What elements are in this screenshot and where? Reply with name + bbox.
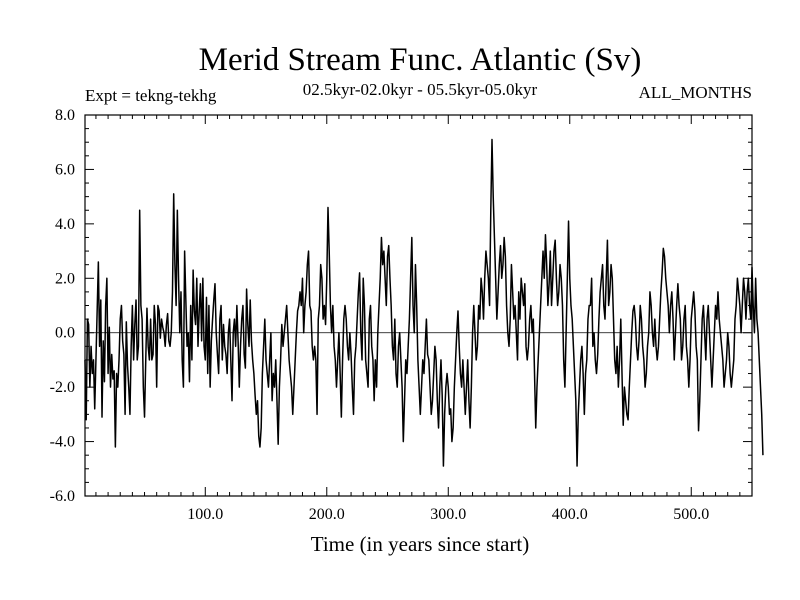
plot-area: [84, 114, 764, 497]
y-axis: -6.0 -4.0 -2.0 0.0 2.0 4.0 6.0 8.0: [50, 107, 752, 505]
chart-subtitle-center: 02.5kyr-02.0kyr - 05.5kyr-05.0kyr: [303, 80, 538, 99]
x-tick-label: 200.0: [309, 506, 345, 523]
y-tick-label: 8.0: [55, 107, 75, 124]
x-tick-label: 300.0: [430, 506, 466, 523]
x-tick-label: 100.0: [187, 506, 223, 523]
chart-title: Merid Stream Func. Atlantic (Sv): [199, 42, 642, 78]
chart-subtitle-right: ALL_MONTHS: [639, 83, 752, 102]
y-tick-label: -6.0: [50, 488, 75, 505]
series-line: [84, 138, 764, 467]
y-tick-label: 0.0: [55, 325, 75, 342]
y-tick-label: -4.0: [50, 434, 75, 451]
y-tick-label: 4.0: [55, 216, 75, 233]
x-tick-label: 400.0: [552, 506, 588, 523]
chart-subtitle-left: Expt = tekng-tekhg: [85, 86, 217, 105]
y-tick-label: 6.0: [55, 161, 75, 178]
x-tick-label: 500.0: [673, 506, 709, 523]
x-axis: 100.0 200.0 300.0 400.0 500.0: [95, 115, 741, 523]
y-tick-label: 2.0: [55, 270, 75, 287]
y-tick-label: -2.0: [50, 379, 75, 396]
x-axis-label: Time (in years since start): [311, 532, 530, 556]
plot-frame: [84, 114, 753, 497]
